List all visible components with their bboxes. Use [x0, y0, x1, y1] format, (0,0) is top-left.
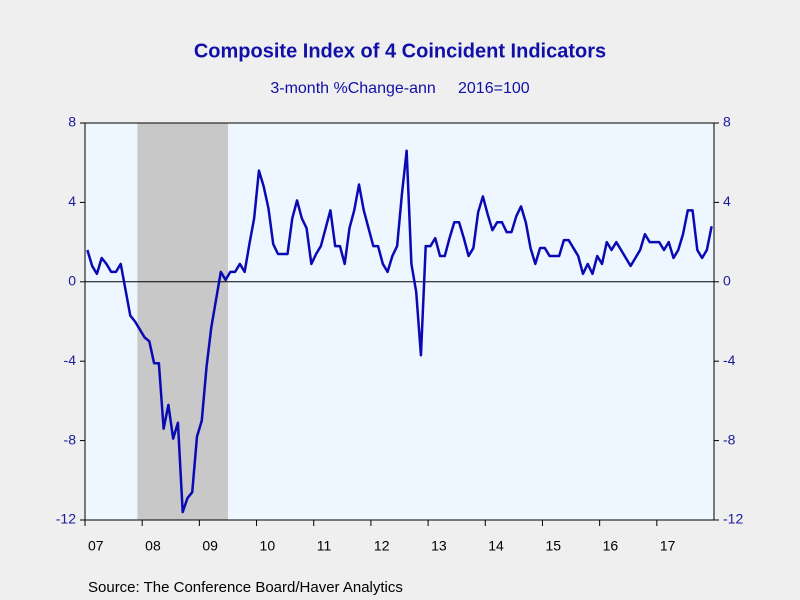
x-tick-label: 15 [545, 538, 561, 554]
y-tick-label: -4 [64, 352, 77, 368]
chart-title: Composite Index of 4 Coincident Indicato… [194, 40, 606, 62]
x-tick-label: 17 [660, 538, 676, 554]
y2-tick-label: -8 [723, 431, 736, 447]
x-tick-label: 10 [260, 538, 276, 554]
x-tick-label: 09 [202, 538, 218, 554]
y-tick-label: 4 [68, 193, 76, 209]
x-tick-label: 12 [374, 538, 390, 554]
y-tick-label: 0 [68, 273, 76, 289]
x-tick-label: 08 [145, 538, 161, 554]
y2-tick-label: 0 [723, 273, 731, 289]
plot-frame [84, 122, 715, 521]
x-tick-label: 16 [603, 538, 619, 554]
y2-tick-label: -4 [723, 352, 736, 368]
y-tick-label: -12 [56, 511, 76, 527]
y2-tick-label: 8 [723, 114, 731, 130]
source: Source: The Conference Board/Haver Analy… [88, 579, 403, 596]
x-tick-label: 14 [488, 538, 504, 554]
y2-tick-label: 4 [723, 193, 731, 209]
x-tick-label: 07 [88, 538, 104, 554]
data-line [86, 149, 713, 514]
y-tick-label: 8 [68, 114, 76, 130]
x-tick-label: 11 [317, 538, 332, 554]
recession-band [137, 123, 228, 520]
chart-subtitle: 3-month %Change-ann 2016=100 [270, 80, 529, 97]
y2-tick-label: -12 [723, 511, 743, 527]
x-tick-label: 13 [431, 538, 447, 554]
y-tick-label: -8 [64, 431, 77, 447]
